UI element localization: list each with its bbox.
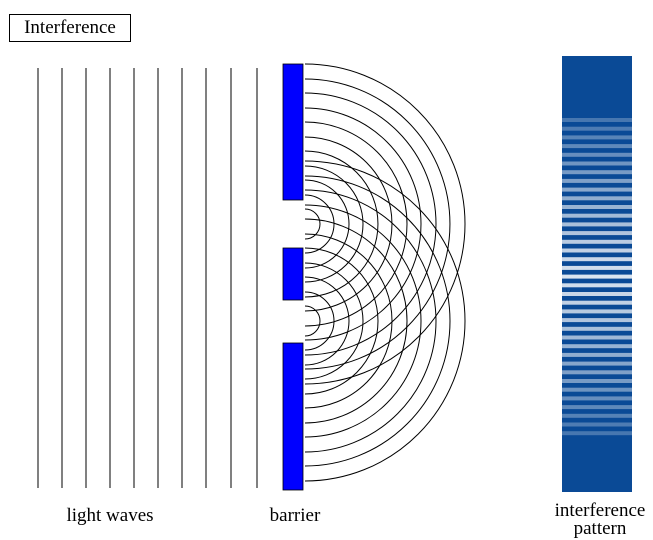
pattern-bright-band-19 [562, 274, 632, 279]
diffracted-circular-waves [304, 63, 466, 482]
pattern-background [562, 56, 632, 492]
slit-1-wavefront-8 [304, 107, 422, 341]
pattern-bright-band-30 [562, 370, 632, 375]
slit-2-wavefront-5 [304, 247, 379, 395]
incoming-light-waves [37, 68, 258, 488]
slit-2-wavefront-8 [304, 204, 422, 438]
pattern-bright-band-4 [562, 144, 632, 149]
slit-2-wavefront-4 [304, 262, 364, 380]
slit-1-wavefront-6 [304, 136, 393, 312]
pattern-bright-band-32 [562, 387, 632, 392]
pattern-bright-band-37 [562, 431, 632, 436]
pattern-bright-band-27 [562, 344, 632, 349]
diagram-title: Interference [9, 14, 131, 42]
slit-1-wavefront-7 [304, 121, 408, 327]
barrier-segment-2 [282, 247, 304, 301]
pattern-bright-band-29 [562, 361, 632, 366]
slit-1-wavefront-5 [304, 150, 379, 298]
pattern-bright-band-2 [562, 126, 632, 131]
pattern-bright-band-14 [562, 231, 632, 236]
pattern-bright-band-21 [562, 292, 632, 296]
pattern-bright-band-12 [562, 213, 632, 218]
slit-1-wavefront-4 [304, 165, 364, 283]
pattern-bright-band-26 [562, 335, 632, 340]
pattern-bright-band-22 [562, 300, 632, 305]
pattern-bright-band-23 [562, 309, 632, 314]
slit-2-wavefront-10 [304, 175, 451, 467]
slit-2-wavefront-6 [304, 233, 393, 409]
pattern-bright-band-15 [562, 239, 632, 244]
pattern-bright-band-9 [562, 187, 632, 192]
slit-1-wavefront-2 [304, 194, 335, 254]
pattern-bright-band-10 [562, 196, 632, 201]
pattern-bright-band-35 [562, 413, 632, 418]
barrier [282, 63, 304, 491]
pattern-bright-band-7 [562, 170, 632, 175]
slit-2-wavefront-11 [304, 160, 466, 482]
interference-pattern-screen [562, 56, 632, 492]
slit-2-wavefront-3 [304, 276, 350, 366]
slit-2-wavefront-2 [304, 291, 335, 351]
pattern-bright-band-18 [562, 265, 632, 270]
pattern-bright-band-11 [562, 205, 632, 209]
pattern-bright-band-31 [562, 379, 632, 383]
pattern-bright-band-8 [562, 178, 632, 183]
interference-pattern-label: interference pattern [530, 500, 653, 539]
pattern-bright-band-24 [562, 318, 632, 323]
interference-pattern-label-line2: pattern [573, 518, 627, 539]
pattern-bright-band-6 [562, 161, 632, 166]
barrier-label: barrier [269, 505, 321, 526]
barrier-segment-3 [282, 342, 304, 491]
slit-1-wavefront-10 [304, 78, 451, 370]
interference-pattern-label-line1: interference [554, 500, 646, 521]
slit-2-wavefront-7 [304, 218, 408, 424]
pattern-bright-band-13 [562, 222, 632, 227]
pattern-bright-band-20 [562, 283, 632, 288]
light-waves-label: light waves [66, 505, 154, 526]
pattern-bright-band-1 [562, 118, 632, 122]
pattern-bright-band-5 [562, 152, 632, 157]
slit-1-wavefront-1 [304, 208, 321, 240]
pattern-bright-band-3 [562, 135, 632, 140]
slit-2-wavefront-1 [304, 305, 321, 337]
slit-1-wavefront-11 [304, 63, 466, 385]
pattern-bright-band-28 [562, 352, 632, 357]
pattern-bright-band-34 [562, 405, 632, 410]
pattern-bright-band-36 [562, 422, 632, 427]
pattern-bright-band-17 [562, 257, 632, 262]
barrier-segment-1 [282, 63, 304, 201]
pattern-bright-band-33 [562, 396, 632, 401]
pattern-bright-band-16 [562, 248, 632, 253]
slit-1-wavefront-9 [304, 92, 437, 356]
slit-1-wavefront-3 [304, 179, 350, 269]
pattern-bright-band-25 [562, 326, 632, 331]
slit-2-wavefront-9 [304, 189, 437, 453]
